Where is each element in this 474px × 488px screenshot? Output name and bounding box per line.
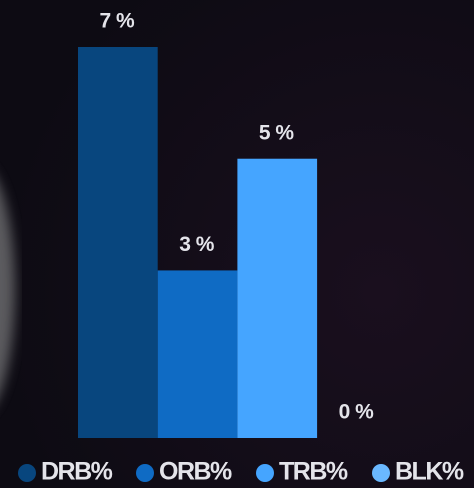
legend-label: ORB% <box>159 458 232 486</box>
bar <box>157 270 238 438</box>
value-label: 5 % <box>259 121 295 144</box>
photo-backdrop <box>0 187 15 393</box>
legend-swatch <box>136 464 154 482</box>
value-label: 7 % <box>100 10 136 33</box>
legend-label: DRB% <box>41 458 113 486</box>
bar <box>78 47 158 438</box>
value-label: 0 % <box>339 401 375 424</box>
bar <box>237 158 318 438</box>
legend-label: TRB% <box>279 458 348 486</box>
value-label: 3 % <box>179 233 215 256</box>
legend-swatch <box>18 464 36 482</box>
legend-label: BLK% <box>395 458 464 486</box>
legend-swatch <box>372 464 390 482</box>
legend-swatch <box>256 464 274 482</box>
